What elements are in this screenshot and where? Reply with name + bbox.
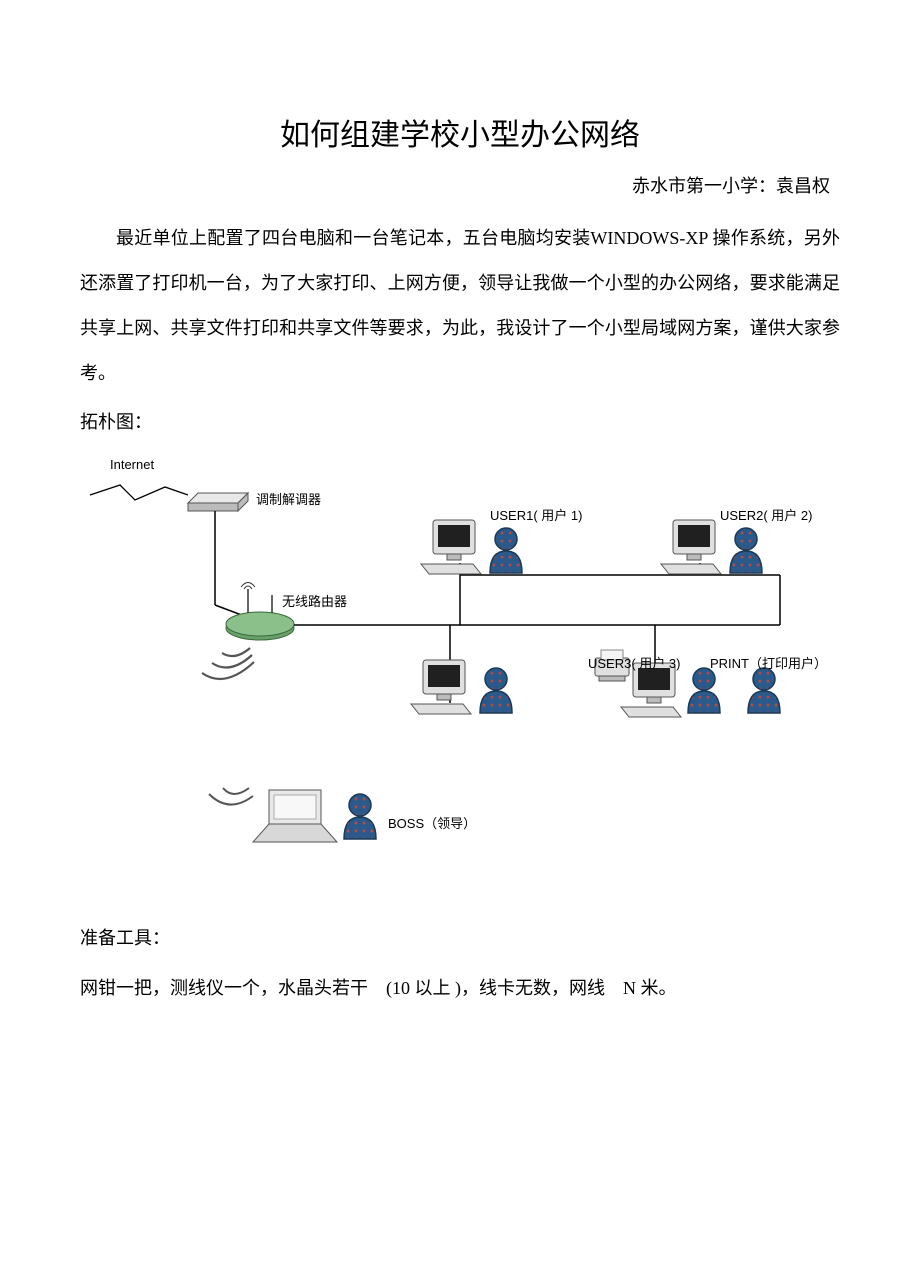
router-label: 无线路由器 bbox=[282, 591, 347, 610]
internet-line bbox=[90, 485, 188, 500]
tools-section: 准备工具： 网钳一把，测线仪一个，水晶头若干 (10 以上 )，线卡无数，网线 … bbox=[80, 913, 840, 1014]
page-title: 如何组建学校小型办公网络 bbox=[80, 110, 840, 154]
boss-figure bbox=[344, 794, 376, 839]
user-print-figure bbox=[748, 668, 780, 713]
print-label: PRINT（打印用户） bbox=[710, 653, 827, 672]
byline: 赤水市第一小学：袁昌权 bbox=[80, 172, 840, 198]
boss-label: BOSS（领导） bbox=[388, 813, 476, 832]
internet-label: Internet bbox=[110, 457, 154, 472]
router-icon bbox=[202, 583, 294, 679]
tools-label: 准备工具： bbox=[80, 913, 840, 963]
topology-diagram: Internet 调制解调器 无线路由器 USER1( 用户 1) USER2(… bbox=[80, 455, 840, 895]
user-mid-figure bbox=[480, 668, 512, 713]
user2-label: USER2( 用户 2) bbox=[720, 505, 812, 524]
modem-label: 调制解调器 bbox=[256, 489, 321, 508]
user1-label: USER1( 用户 1) bbox=[490, 505, 582, 524]
user3-label: USER3( 用户 3) bbox=[588, 653, 680, 672]
user3-figure bbox=[688, 668, 720, 713]
user1-figure bbox=[490, 528, 522, 573]
pc-user2-icon bbox=[661, 520, 721, 574]
intro-text: 最近单位上配置了四台电脑和一台笔记本，五台电脑均安装WINDOWS-XP 操作系… bbox=[80, 216, 840, 396]
intro-paragraph: 最近单位上配置了四台电脑和一台笔记本，五台电脑均安装WINDOWS-XP 操作系… bbox=[80, 216, 840, 396]
user2-figure bbox=[730, 528, 762, 573]
pc-user1-icon bbox=[421, 520, 481, 574]
modem-icon bbox=[188, 493, 248, 511]
pc-mid-icon bbox=[411, 660, 471, 714]
laptop-icon bbox=[209, 788, 337, 842]
tools-text: 网钳一把，测线仪一个，水晶头若干 (10 以上 )，线卡无数，网线 N 米。 bbox=[80, 963, 840, 1013]
topology-label: 拓朴图： bbox=[80, 400, 840, 445]
